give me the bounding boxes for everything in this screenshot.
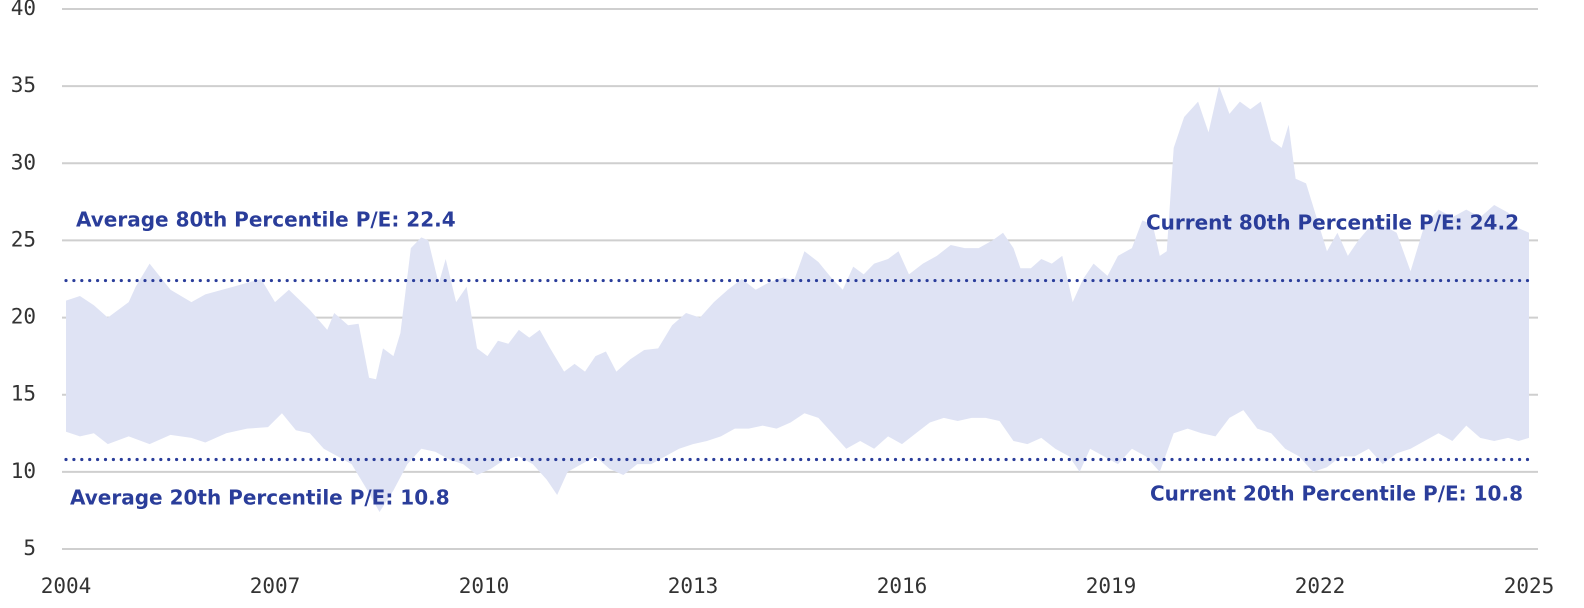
y-tick-label: 15 [11, 382, 36, 406]
reference-layer [64, 278, 1531, 462]
percentile-band [66, 86, 1529, 512]
annotation: Average 20th Percentile P/E: 10.8 [70, 486, 450, 510]
x-tick-label: 2025 [1504, 574, 1555, 598]
x-tick-label: 2007 [250, 574, 301, 598]
annotation: Current 20th Percentile P/E: 10.8 [1150, 482, 1523, 506]
x-tick-label: 2010 [459, 574, 510, 598]
y-tick-label: 35 [11, 73, 36, 97]
y-tick-label: 30 [11, 150, 36, 174]
y-tick-label: 5 [23, 536, 36, 560]
x-tick-label: 2004 [41, 574, 92, 598]
x-tick-label: 2013 [668, 574, 719, 598]
x-tick-label: 2022 [1295, 574, 1346, 598]
y-tick-label: 20 [11, 305, 36, 329]
x-tick-label: 2019 [1086, 574, 1137, 598]
annotation: Current 80th Percentile P/E: 24.2 [1146, 211, 1519, 235]
x-tick-label: 2016 [877, 574, 928, 598]
y-tick-label: 10 [11, 459, 36, 483]
area-layer [66, 86, 1529, 512]
annotation: Average 80th Percentile P/E: 22.4 [76, 208, 456, 232]
y-tick-label: 25 [11, 227, 36, 251]
y-tick-label: 40 [11, 0, 36, 20]
